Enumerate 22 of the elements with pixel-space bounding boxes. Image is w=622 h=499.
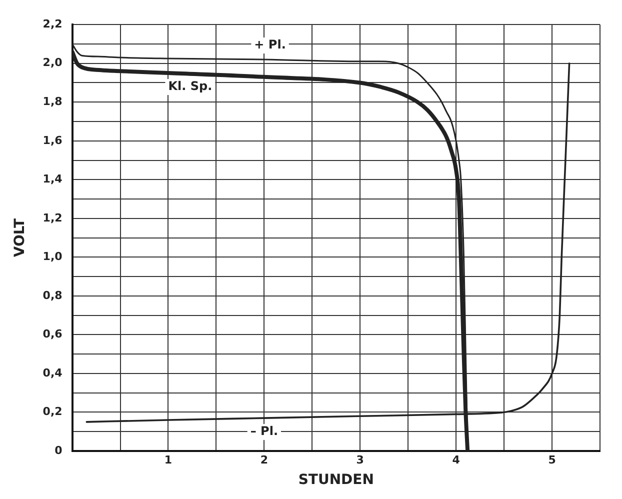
y-tick-label: 0,8 (42, 288, 62, 302)
series-label: – Pl. (250, 424, 278, 438)
y-tick-label: 1,0 (42, 250, 63, 264)
y-tick-label: 1,8 (42, 94, 62, 108)
x-tick-label: 1 (164, 453, 172, 466)
y-tick-label: 1,2 (42, 211, 62, 224)
y-tick-label: 0,6 (42, 328, 63, 341)
x-tick-label: 3 (356, 453, 364, 466)
y-tick-label: 1,6 (42, 134, 63, 147)
y-tick-label: 0 (54, 444, 63, 457)
x-tick-label: 5 (548, 453, 556, 466)
y-tick-label: 1,4 (42, 172, 63, 186)
series-label: + Pl. (254, 38, 286, 52)
y-tick-label: 0,2 (42, 405, 62, 418)
y-axis-title: VOLT (12, 218, 28, 258)
x-tick-label: 2 (260, 453, 268, 466)
x-axis-title: STUNDEN (298, 472, 374, 488)
y-tick-label: 0,4 (42, 366, 63, 380)
x-tick-label: 4 (452, 453, 460, 466)
y-tick-label: 2,0 (42, 56, 63, 70)
series-label: Kl. Sp. (168, 79, 212, 94)
y-tick-label: 2,2 (42, 17, 62, 30)
